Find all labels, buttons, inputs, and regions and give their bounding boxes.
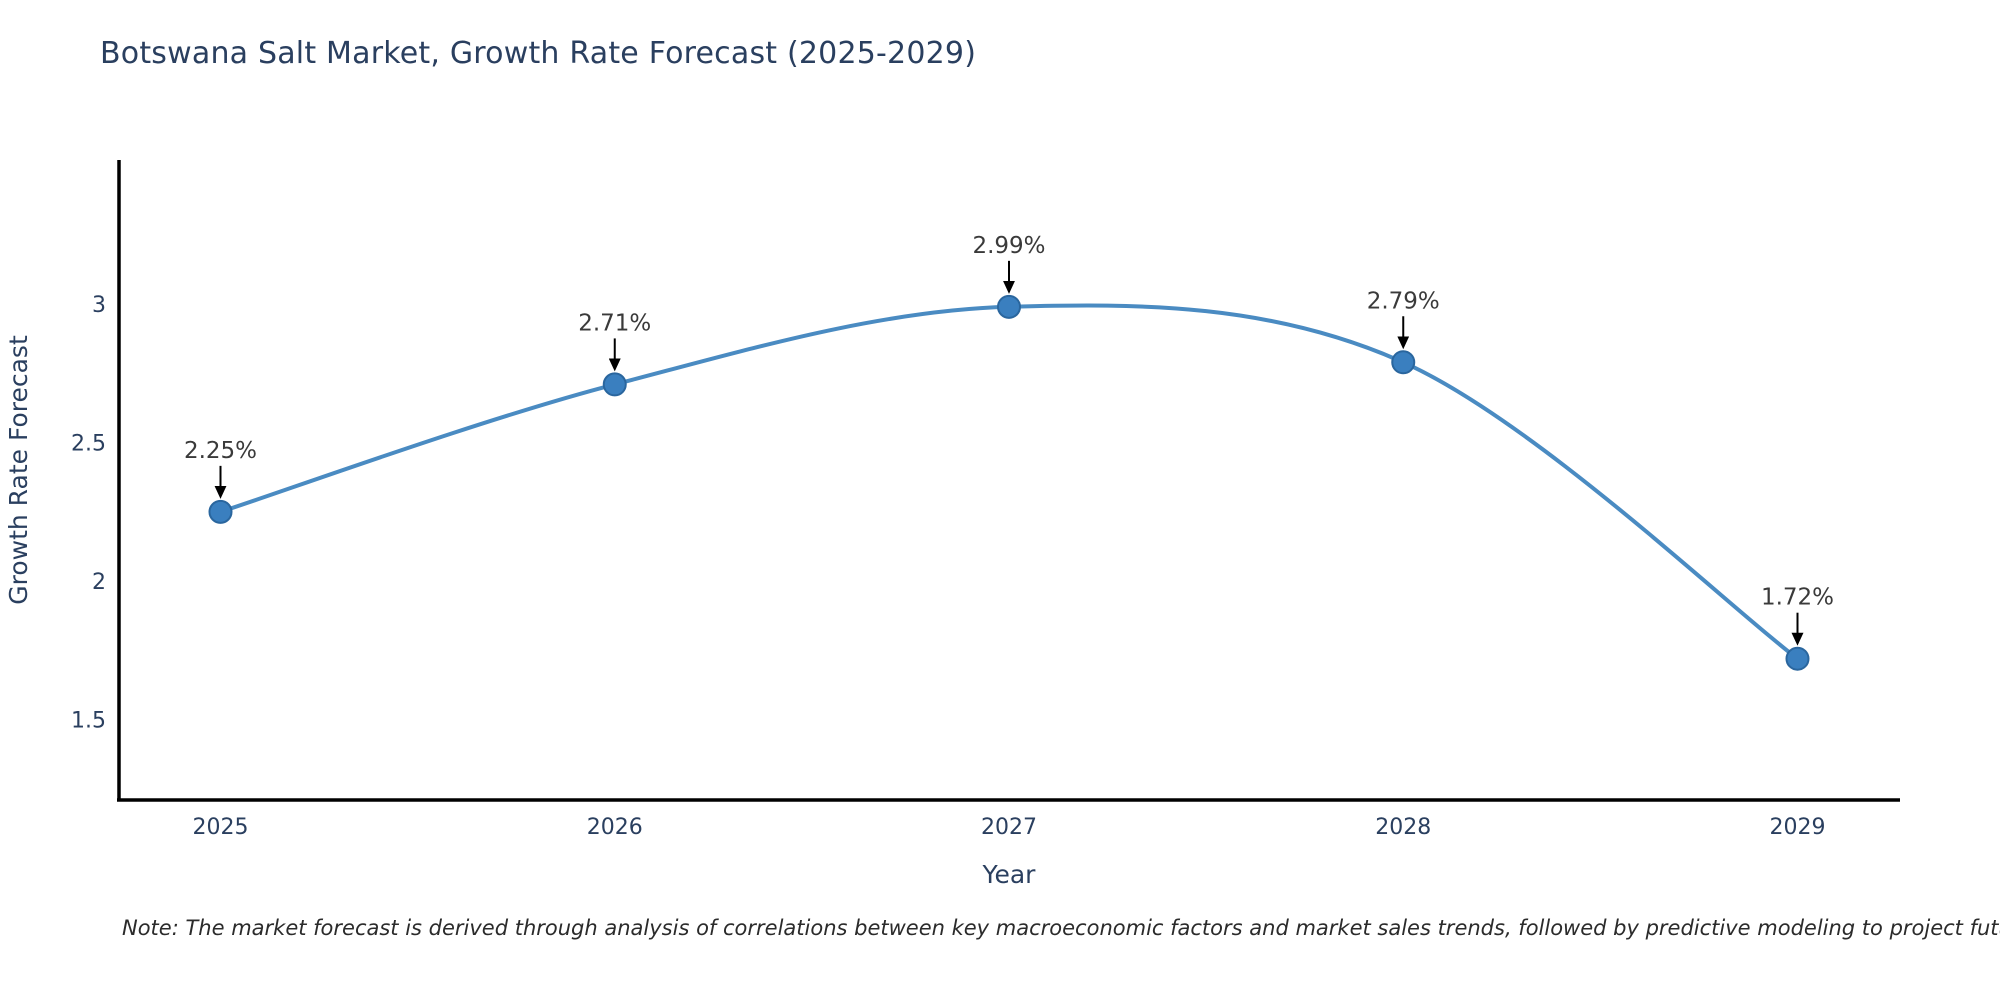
x-tick-2027: 2027 (981, 815, 1037, 840)
y-tick-3: 3 (92, 293, 106, 318)
y-axis-title: Growth Rate Forecast (4, 335, 33, 605)
x-tick-2025: 2025 (193, 815, 249, 840)
data-point-2026 (602, 372, 627, 397)
x-tick-2029: 2029 (1769, 815, 1825, 840)
chart-title: Botswana Salt Market, Growth Rate Foreca… (100, 36, 977, 71)
data-label-2025: 2.25% (184, 438, 257, 464)
y-tick-2.5: 2.5 (71, 432, 106, 457)
data-label-2027: 2.99% (972, 233, 1045, 259)
data-label-2028: 2.79% (1367, 288, 1440, 314)
axes (117, 160, 1900, 802)
y-tick-2: 2 (92, 570, 106, 595)
data-label-2029: 1.72% (1761, 585, 1834, 611)
growth-line (219, 303, 1799, 661)
data-point-2027 (997, 294, 1021, 319)
data-point-2028 (1391, 350, 1416, 375)
footnote: Note: The market forecast is derived thr… (122, 916, 2000, 940)
data-label-2026: 2.71% (578, 310, 651, 336)
x-tick-2028: 2028 (1375, 815, 1431, 840)
data-point-2029 (1785, 646, 1810, 671)
x-tick-2026: 2026 (587, 815, 643, 840)
data-point-2025 (208, 499, 233, 524)
y-tick-1.5: 1.5 (71, 709, 106, 734)
plot-area: 2.25% 2.71% 2.99% 2.79% 1.72% 2025 2026 2027 202… (71, 233, 1834, 840)
x-axis-title: Year (982, 860, 1037, 889)
